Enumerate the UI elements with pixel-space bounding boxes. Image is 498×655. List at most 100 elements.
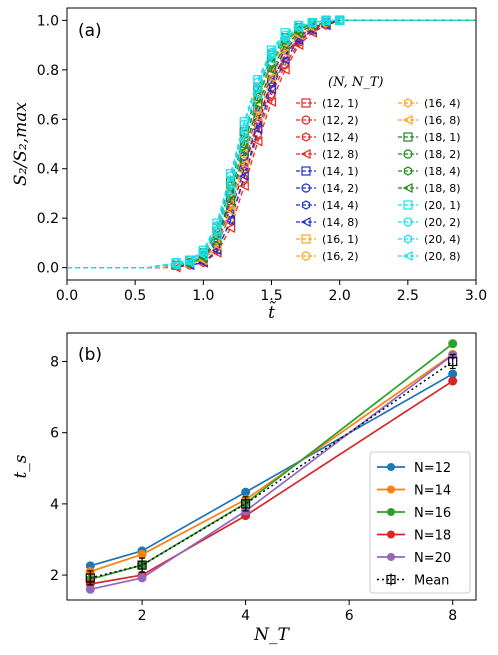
x-tick-label: 1.0	[192, 288, 214, 304]
series-line	[67, 19, 476, 269]
data-point	[293, 22, 304, 33]
legend-label: (14, 8)	[322, 216, 359, 229]
legend-label: (20, 2)	[424, 216, 461, 229]
panel-b: 2 4 6 8 2 4 6 8 (b) t_s N_T N=12 N=14 N=16 N=18 N=20 Mea…	[11, 332, 477, 645]
x-tick-label: 2.0	[329, 288, 351, 304]
data-point	[448, 376, 458, 386]
data-point	[448, 339, 458, 349]
panel-label: (a)	[78, 21, 102, 41]
data-point	[211, 245, 222, 256]
legend-marker	[301, 234, 311, 244]
legend-label: N=16	[414, 506, 451, 521]
legend-label: (16, 2)	[322, 250, 359, 263]
legend-marker	[387, 553, 395, 561]
legend-label: (20, 1)	[424, 199, 461, 212]
legend-label: (14, 1)	[322, 165, 359, 178]
data-point	[226, 178, 235, 189]
data-point	[225, 215, 236, 226]
data-point	[137, 573, 147, 583]
legend-label: (18, 2)	[424, 148, 461, 161]
legend-label: (18, 8)	[424, 182, 461, 195]
series-line	[90, 360, 454, 579]
data-point	[197, 250, 208, 261]
x-axis-label: N_T	[253, 625, 290, 645]
data-point	[252, 89, 263, 100]
legend-marker	[402, 251, 413, 261]
y-axis-label: S₂/S₂,max	[11, 102, 31, 186]
legend-marker	[402, 115, 413, 125]
legend-marker	[403, 132, 413, 142]
legend-label: (16, 4)	[424, 97, 461, 110]
panel-a: 0.0 0.5 1.0 1.5 2.0 2.5 3.0 0.0 0.2 0.4 0.6 0.8 1.0 (…	[11, 7, 487, 323]
data-point	[252, 124, 263, 135]
data-point	[137, 560, 147, 570]
data-point	[252, 111, 263, 122]
legend-label: (12, 1)	[322, 97, 359, 110]
legend-marker	[387, 530, 395, 539]
legend-marker	[403, 166, 413, 176]
data-point	[137, 549, 147, 559]
legend-marker	[301, 115, 311, 125]
x-tick-label: 0.0	[56, 288, 78, 304]
legend-marker	[403, 149, 413, 159]
legend-label: (12, 2)	[322, 114, 359, 127]
legend-label: (12, 8)	[322, 148, 359, 161]
legend-label: (14, 2)	[322, 182, 359, 195]
panel-label: (b)	[78, 345, 102, 365]
legend-title: (N, N_T)	[328, 75, 384, 90]
legend-label: (14, 4)	[322, 199, 359, 212]
legend-label: (16, 8)	[424, 114, 461, 127]
data-point	[241, 499, 251, 509]
y-tick-label: 0.6	[37, 112, 59, 128]
legend-marker	[301, 251, 311, 261]
legend-marker	[403, 98, 413, 108]
plot-frame	[66, 332, 477, 601]
data-point	[448, 356, 458, 367]
data-point	[279, 35, 290, 46]
data-point	[266, 96, 277, 107]
x-tick-label: 0.5	[124, 288, 146, 304]
legend-marker	[301, 98, 311, 108]
y-tick-label: 2	[50, 568, 59, 584]
legend-label: N=14	[414, 484, 451, 499]
legend-marker	[403, 200, 413, 210]
legend-marker	[301, 166, 311, 176]
series-group	[67, 15, 476, 273]
data-point	[85, 584, 95, 594]
series-line	[90, 354, 454, 591]
data-point	[212, 221, 222, 231]
legend-label: N=20	[414, 551, 451, 566]
data-point	[211, 230, 222, 241]
data-point	[225, 186, 236, 196]
series-line	[90, 353, 454, 573]
data-point	[241, 487, 251, 497]
data-point	[252, 136, 263, 147]
legend-label: (18, 1)	[424, 131, 461, 144]
legend-marker	[386, 574, 396, 585]
data-point	[266, 64, 277, 75]
data-point	[211, 240, 222, 251]
data-point	[279, 54, 290, 65]
x-tick-label: 1.5	[260, 288, 282, 304]
data-point	[225, 195, 236, 206]
legend-marker	[300, 149, 311, 159]
x-tick-label: 4	[241, 608, 250, 624]
legend-label: (20, 8)	[424, 250, 461, 263]
data-point	[279, 40, 290, 51]
legend: N=12 N=14 N=16 N=18 N=20 Mean	[369, 451, 471, 594]
data-point	[85, 573, 95, 583]
data-point	[252, 99, 263, 110]
data-point	[239, 129, 249, 139]
data-point	[238, 146, 249, 157]
y-tick-label: 0.0	[37, 261, 59, 277]
legend-marker	[387, 485, 395, 494]
data-point	[170, 260, 181, 271]
legend-marker	[402, 183, 413, 193]
data-point	[184, 257, 195, 268]
data-point	[225, 205, 236, 216]
legend-marker	[403, 217, 413, 227]
data-point	[334, 15, 345, 26]
y-tick-label: 6	[50, 426, 59, 442]
y-tick-label: 4	[50, 497, 59, 513]
